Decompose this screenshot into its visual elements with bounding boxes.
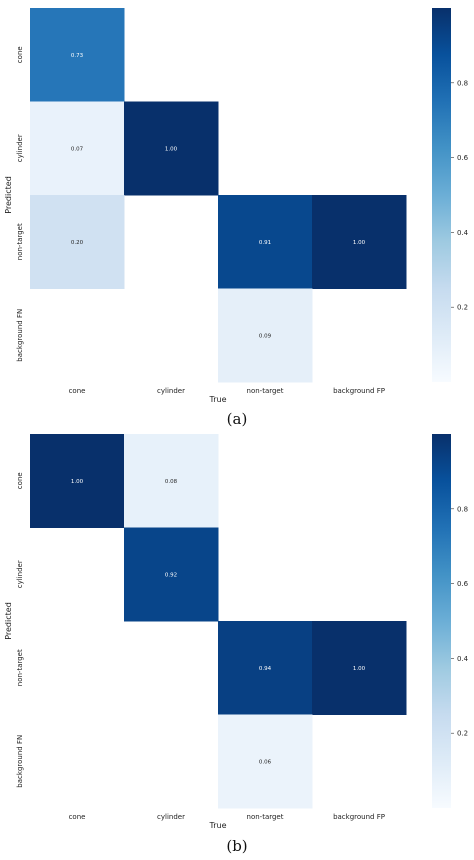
- colorbar-tick-label: 0.4: [457, 655, 469, 663]
- heatmap-cell: [124, 101, 219, 196]
- heatmap-cell: [30, 434, 125, 528]
- x-tick-label: cone: [69, 813, 86, 821]
- colorbar-tick-label: 0.4: [457, 229, 469, 237]
- y-tick-label: cone: [16, 46, 24, 63]
- heatmap-cell: [124, 527, 219, 622]
- x-tick-label: non-target: [247, 813, 284, 821]
- heatmap-cell: [312, 195, 407, 289]
- y-tick-label: non-target: [16, 649, 24, 686]
- cell-value-label: 1.00: [165, 146, 178, 152]
- cell-value-label: 0.91: [259, 240, 271, 246]
- heatmap-cell: [218, 288, 313, 383]
- heatmap-cell: [218, 621, 313, 715]
- cell-value-label: 1.00: [353, 666, 366, 672]
- cell-value-label: 0.92: [165, 572, 177, 578]
- colorbar-tick-label: 0.8: [457, 79, 468, 87]
- y-axis-label: Predicted: [4, 176, 13, 214]
- y-tick-label: cylinder: [16, 560, 24, 588]
- panel-caption: (b): [226, 837, 247, 855]
- cell-value-label: 0.94: [259, 666, 272, 672]
- x-tick-label: background FP: [333, 387, 385, 395]
- cell-value-label: 0.73: [71, 53, 84, 59]
- cell-value-label: 0.09: [259, 333, 272, 339]
- y-axis-label: Predicted: [4, 602, 13, 640]
- heatmap-cell: [30, 8, 125, 102]
- x-tick-label: background FP: [333, 813, 385, 821]
- y-tick-label: non-target: [16, 223, 24, 260]
- y-tick-label: background FN: [16, 735, 24, 788]
- colorbar: [432, 8, 451, 382]
- cell-value-label: 1.00: [353, 240, 366, 246]
- y-tick-label: cone: [16, 472, 24, 489]
- heatmap-cell: [312, 621, 407, 715]
- cell-value-label: 0.08: [165, 479, 178, 485]
- colorbar-tick-label: 0.8: [457, 505, 468, 513]
- colorbar-tick-label: 0.2: [457, 730, 468, 738]
- x-tick-label: non-target: [247, 387, 284, 395]
- colorbar: [432, 434, 451, 808]
- heatmap-panel-b: 1.00 0.08 0.92 0.94 1.00 0.06 cone cylinder non-…: [4, 434, 469, 855]
- heatmap-cell: [124, 434, 219, 528]
- heatmap-cell: [218, 714, 313, 809]
- cell-value-label: 1.00: [71, 479, 84, 485]
- cell-value-label: 0.06: [259, 759, 272, 765]
- panel-caption: (a): [227, 410, 248, 428]
- colorbar-tick-label: 0.2: [457, 304, 468, 312]
- x-tick-label: cylinder: [157, 387, 185, 395]
- heatmap-panel-a: 0.73 0.07 1.00 0.20 0.91 1.00 0.09 cone cylinder…: [4, 8, 469, 428]
- heatmap-cell: [218, 195, 313, 289]
- y-tick-label: background FN: [16, 309, 24, 362]
- colorbar-tick-label: 0.6: [457, 154, 469, 162]
- heatmap-cell: [30, 101, 125, 196]
- cell-value-label: 0.07: [71, 146, 84, 152]
- cell-value-label: 0.20: [71, 240, 84, 246]
- x-tick-label: cone: [69, 387, 86, 395]
- colorbar-tick-label: 0.6: [457, 580, 469, 588]
- x-tick-label: cylinder: [157, 813, 185, 821]
- x-axis-label: True: [209, 821, 227, 830]
- x-axis-label: True: [209, 395, 227, 404]
- y-tick-label: cylinder: [16, 134, 24, 162]
- heatmap-cell: [30, 195, 125, 289]
